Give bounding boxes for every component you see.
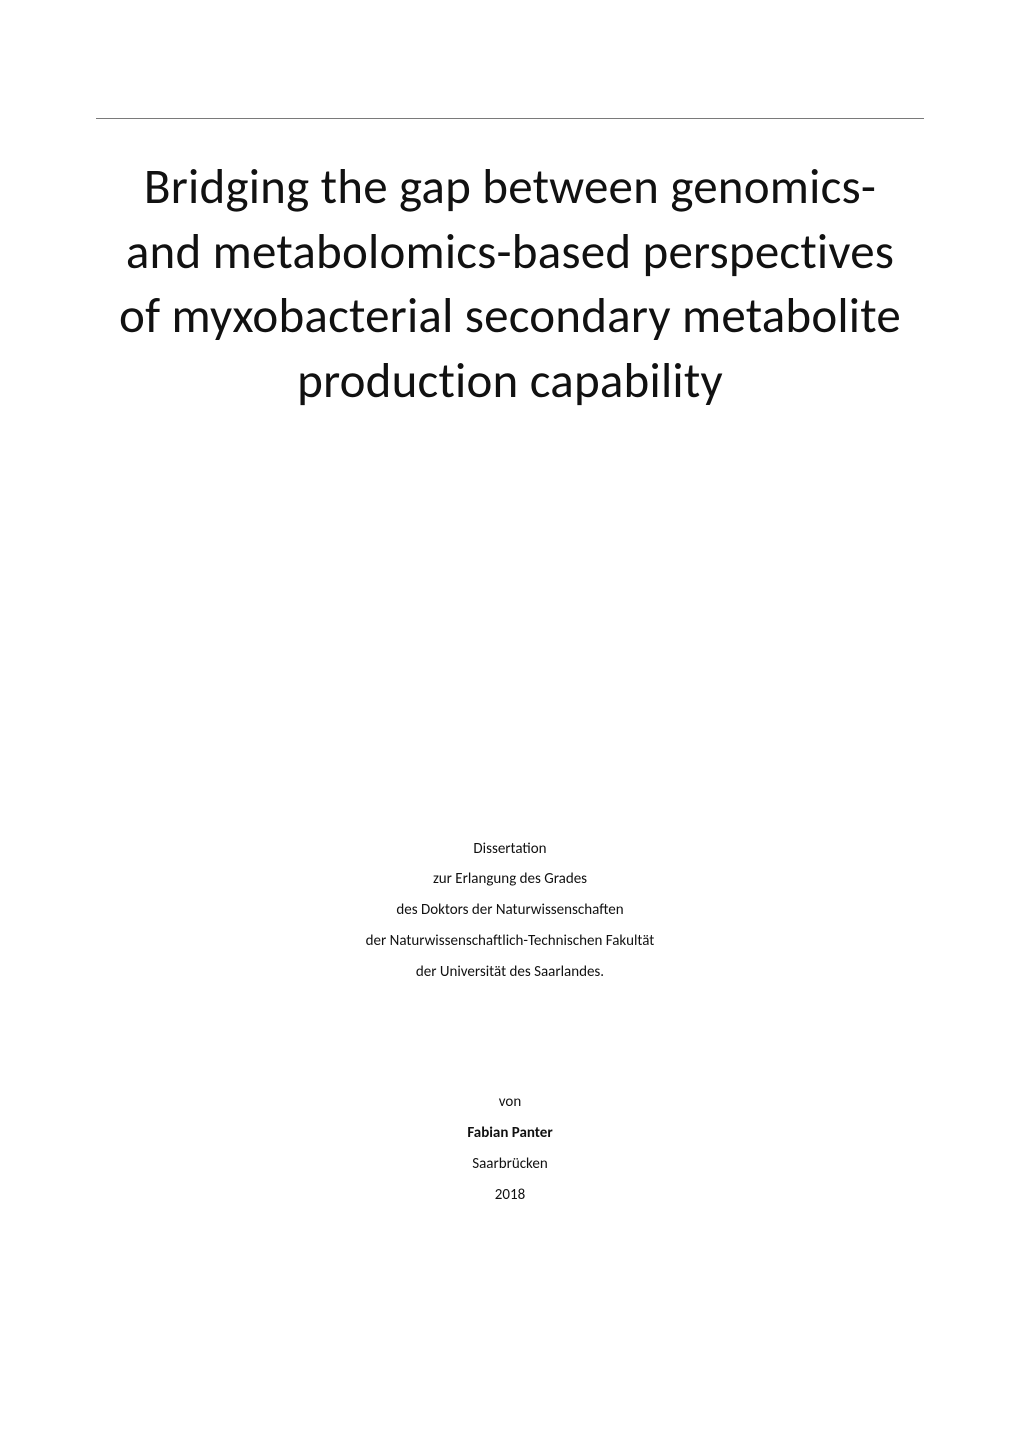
dissertation-meta: Dissertation zur Erlangung des Grades de…	[96, 834, 924, 988]
top-rule	[96, 118, 924, 119]
meta-line: zur Erlangung des Grades	[96, 864, 924, 895]
author-city: Saarbrücken	[96, 1149, 924, 1180]
meta-line: der Naturwissenschaftlich-Technischen Fa…	[96, 926, 924, 957]
title-page: Bridging the gap between genomics- and m…	[0, 0, 1020, 1442]
meta-line: des Doktors der Naturwissenschaften	[96, 895, 924, 926]
title-line: and metabolomics-based perspectives	[126, 222, 894, 282]
dissertation-title: Bridging the gap between genomics- and m…	[96, 155, 924, 414]
title-line: of myxobacterial secondary metabolite	[119, 286, 901, 346]
byline-von: von	[96, 1087, 924, 1118]
meta-line: Dissertation	[96, 834, 924, 865]
title-line: Bridging the gap between genomics-	[144, 157, 876, 217]
title-line: production capability	[297, 351, 723, 411]
author-block: von Fabian Panter Saarbrücken 2018	[96, 1087, 924, 1210]
meta-line: der Universität des Saarlandes.	[96, 957, 924, 988]
author-year: 2018	[96, 1180, 924, 1211]
author-name: Fabian Panter	[96, 1118, 924, 1149]
